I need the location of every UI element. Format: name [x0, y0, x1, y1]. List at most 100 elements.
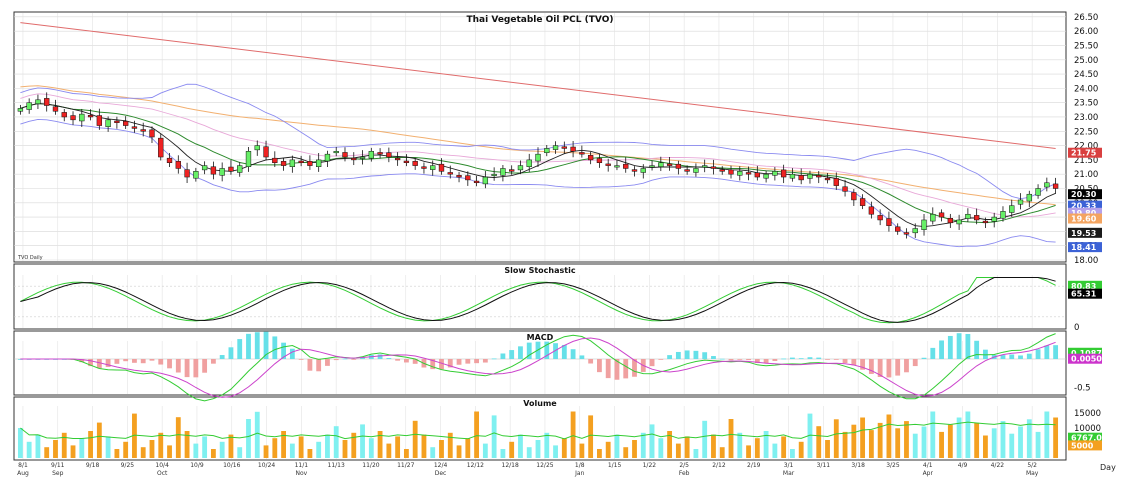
candle-body: [316, 159, 322, 167]
volume-bar: [1035, 431, 1041, 458]
volume-bar: [79, 438, 85, 458]
macd-histogram-bar: [526, 342, 532, 359]
candle-body: [754, 172, 760, 178]
volume-bar: [123, 441, 129, 458]
price-tick-label: 25.00: [1074, 56, 1098, 66]
macd-histogram-bar: [210, 359, 216, 364]
volume-bar: [316, 441, 322, 458]
macd-histogram-bar: [377, 354, 383, 359]
volume-bar: [456, 445, 462, 458]
candle-body: [342, 152, 348, 158]
macd-histogram-bar: [88, 359, 93, 367]
volume-bar: [17, 428, 23, 458]
date-tick-label: 10/4: [155, 462, 169, 469]
candle-body: [491, 173, 497, 176]
volume-bar: [860, 417, 866, 458]
candle-body: [824, 177, 831, 181]
candle-body: [982, 220, 989, 224]
candle-body: [675, 163, 682, 169]
volume-bar: [360, 424, 365, 458]
macd-histogram-bar: [500, 353, 506, 359]
macd-histogram-bar: [403, 359, 409, 363]
volume-bar: [237, 447, 243, 458]
macd-histogram-bar: [193, 359, 199, 378]
candle-body: [421, 166, 427, 169]
volume-bar: [816, 426, 822, 458]
macd-histogram-bar: [1044, 345, 1050, 359]
stochastic-k-line: [20, 277, 1056, 324]
candle-body: [1026, 193, 1032, 202]
volume-title: Volume: [523, 399, 557, 408]
candle-body: [140, 129, 146, 132]
macd-line: [20, 333, 1056, 402]
volume-bar: [912, 433, 918, 458]
macd-histogram-bar: [570, 349, 576, 359]
macd-value-tag-label: 0.0050: [1071, 355, 1102, 364]
price-tick-label: 26.00: [1074, 27, 1098, 37]
macd-histogram-bar: [860, 359, 866, 370]
candle-body: [289, 159, 296, 167]
macd-histogram-bar: [1009, 354, 1015, 359]
volume-bar: [711, 434, 716, 458]
macd-histogram-bar: [518, 346, 523, 359]
overlay-layer: [20, 22, 1056, 248]
macd-histogram-bar: [930, 347, 936, 359]
candle-body: [728, 169, 734, 175]
volume-bar: [605, 441, 611, 458]
candle-body: [789, 173, 796, 179]
macd-histogram-bar: [325, 359, 330, 366]
macd-histogram-bar: [798, 358, 804, 360]
candle-body: [1052, 183, 1059, 189]
candle-body: [368, 151, 374, 159]
volume-tick-label: 15000: [1074, 409, 1101, 419]
macd-histogram-bar: [842, 359, 848, 364]
candle-body: [640, 168, 646, 173]
volume-bar: [228, 434, 234, 458]
volume-bar: [377, 431, 383, 458]
candle-body: [52, 106, 59, 112]
macd-histogram-bar: [333, 359, 339, 361]
volume-value-tag-box: [1068, 432, 1102, 443]
macd-value-tag-box: [1068, 347, 1102, 358]
date-tick-label: 5/2: [1027, 462, 1037, 469]
date-tick-label: 4/22: [991, 462, 1005, 469]
month-tick-label: Dec: [435, 470, 447, 477]
stochastic-title: Slow Stochastic: [504, 266, 575, 275]
macd-histogram-bar: [132, 359, 137, 363]
macd-signal-line: [20, 337, 1056, 398]
candle-body: [623, 163, 629, 169]
stochastic-value-tag-label: 80.83: [1071, 282, 1096, 291]
macd-histogram-bar: [254, 332, 260, 359]
macd-histogram-bar: [956, 333, 962, 359]
candle-body: [702, 165, 708, 168]
candle-body: [359, 156, 366, 159]
candle-body: [1017, 199, 1024, 205]
macd-histogram-bar: [412, 359, 418, 364]
date-tick-label: 10/9: [190, 462, 204, 469]
candle-body: [666, 163, 673, 166]
volume-bar: [983, 435, 988, 458]
candle-body: [70, 115, 76, 121]
candle-body: [447, 172, 453, 175]
macd-histogram-bar: [184, 359, 190, 378]
macd-histogram-bar: [912, 359, 918, 367]
macd-histogram-bar: [781, 358, 787, 360]
macd-histogram-bar: [202, 359, 208, 373]
macd-histogram-bar: [351, 359, 357, 360]
volume-bar: [35, 434, 41, 458]
volume-bar: [640, 432, 646, 458]
macd-histogram-bar: [921, 357, 927, 359]
volume-bar: [614, 434, 620, 458]
volume-bar: [114, 449, 120, 458]
date-tick-label: 1/22: [643, 462, 657, 469]
macd-histogram-bar: [491, 358, 497, 360]
volume-bar: [684, 436, 690, 458]
date-tick-label: 10/16: [223, 462, 240, 469]
macd-histogram-bar: [965, 333, 971, 359]
macd-histogram-bar: [342, 358, 348, 360]
macd-histogram-bar: [711, 356, 716, 359]
bollinger-lower-band: [20, 118, 1056, 248]
volume-bar: [289, 443, 295, 458]
macd-histogram-bar: [263, 331, 269, 359]
chart-title: Thai Vegetable Oil PCL (TVO): [467, 15, 614, 25]
